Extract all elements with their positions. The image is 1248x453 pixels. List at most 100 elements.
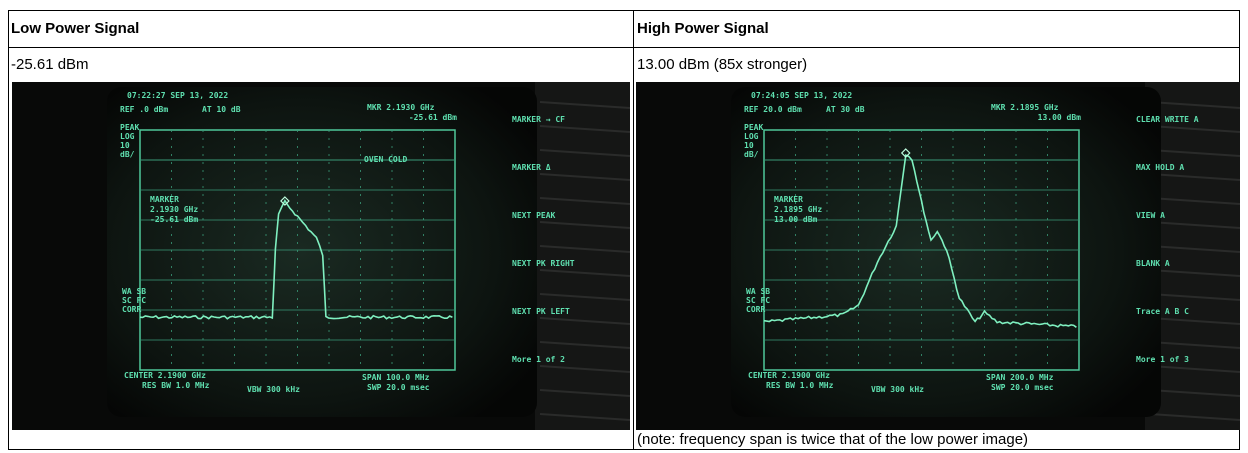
bezel-ridge — [539, 197, 630, 205]
bezel-ridge — [539, 149, 630, 157]
marker-symbol — [280, 196, 290, 206]
screen-text: PEAK — [120, 123, 139, 132]
table-border — [8, 449, 1240, 450]
screen-text: MARKER — [774, 195, 803, 204]
screen-text: 10 — [120, 141, 130, 150]
screen-text: WA SB — [746, 287, 770, 296]
table-border — [8, 10, 9, 450]
bezel-ridge — [1149, 389, 1240, 397]
screen-text: CORR — [746, 305, 765, 314]
bezel-ridge — [1149, 101, 1240, 109]
bezel-ridge — [1149, 173, 1240, 181]
screen-text: MARKER Δ — [512, 163, 551, 172]
bezel-ridge — [1149, 125, 1240, 133]
screen-text: SWP 20.0 msec — [367, 383, 430, 392]
bezel-ridge — [1149, 269, 1240, 277]
screen-text: 07:22:27 SEP 13, 2022 — [127, 91, 228, 100]
bezel-ridge — [1149, 245, 1240, 253]
column-heading: Low Power Signal — [11, 20, 140, 37]
bezel-ridge — [539, 293, 630, 301]
screen-text: WA SB — [122, 287, 146, 296]
bezel-ridge — [539, 101, 630, 109]
bezel-ridge — [539, 221, 630, 229]
screen-text: Trace A B C — [1136, 307, 1189, 316]
screen-text: CENTER 2.1900 GHz — [124, 371, 206, 380]
screen-text: -25.61 dBm — [409, 113, 457, 122]
screen-text: 07:24:05 SEP 13, 2022 — [751, 91, 852, 100]
screen-text: 2.1895 GHz — [774, 205, 822, 214]
bezel-ridge — [539, 341, 630, 349]
bezel-ridge — [1149, 293, 1240, 301]
screen-text: VBW 300 kHz — [871, 385, 924, 394]
bezel-ridge — [1149, 197, 1240, 205]
trace — [139, 198, 453, 320]
note: (note: frequency span is twice that of t… — [637, 431, 1029, 448]
screen-text: PEAK — [744, 123, 763, 132]
bezel-ridge — [1149, 149, 1240, 157]
screen-text: VIEW A — [1136, 211, 1165, 220]
screen-text: SWP 20.0 msec — [991, 383, 1054, 392]
screen-text: 13.00 dBm — [774, 215, 818, 224]
screen-text: dB/ — [744, 150, 759, 159]
bezel-ridge — [539, 365, 630, 373]
bezel-ridge — [539, 269, 630, 277]
screen-text: OVEN COLD — [364, 155, 408, 164]
bezel-ridge — [539, 125, 630, 133]
screen-text: NEXT PK RIGHT — [512, 259, 575, 268]
bezel-ridge — [539, 173, 630, 181]
analyzer-photo: 07:24:05 SEP 13, 2022 REF 20.0 dBm AT 30 d… — [636, 82, 1240, 430]
bezel-ridge — [1149, 413, 1240, 421]
reading: -25.61 dBm — [11, 56, 89, 73]
screen-text: CLEAR WRITE A — [1136, 115, 1199, 124]
bezel-ridge — [1149, 341, 1240, 349]
screen-text: RES BW 1.0 MHz — [142, 381, 210, 390]
reading: 13.00 dBm (85x stronger) — [637, 56, 808, 73]
screen-text: CORR — [122, 305, 141, 314]
screen-bezel — [535, 82, 630, 430]
marker-symbol — [900, 148, 911, 158]
screen-text: -25.61 dBm — [150, 215, 198, 224]
screen-text: REF 20.0 dBm — [744, 105, 802, 114]
column-heading: High Power Signal — [637, 20, 769, 37]
screen-text: SC FC — [746, 296, 770, 305]
screen-text: dB/ — [120, 150, 135, 159]
screen-text: MAX HOLD A — [1136, 163, 1184, 172]
bezel-ridge — [539, 245, 630, 253]
trace — [763, 154, 1077, 328]
screen-text: MARKER — [150, 195, 179, 204]
screen-text: MKR 2.1895 GHz — [991, 103, 1059, 112]
bezel-ridge — [1149, 365, 1240, 373]
screen-text: AT 30 dB — [826, 105, 865, 114]
screen-text: BLANK A — [1136, 259, 1170, 268]
screen-text: SPAN 200.0 MHz — [986, 373, 1054, 382]
screen-text: NEXT PK LEFT — [512, 307, 570, 316]
bezel-ridge — [1149, 221, 1240, 229]
screen — [731, 87, 1161, 417]
screen-text: RES BW 1.0 MHz — [766, 381, 834, 390]
screen-text: LOG — [120, 132, 135, 141]
screen-text: SC FC — [122, 296, 146, 305]
screen-text: NEXT PEAK — [512, 211, 556, 220]
bezel-ridge — [1149, 317, 1240, 325]
table-border — [8, 10, 1240, 11]
screen-text: REF .0 dBm — [120, 105, 168, 114]
table-border — [633, 10, 634, 450]
screen-text: AT 10 dB — [202, 105, 241, 114]
screen-text: CENTER 2.1900 GHz — [748, 371, 830, 380]
bezel-ridge — [539, 389, 630, 397]
screen-text: More 1 of 2 — [512, 355, 565, 364]
screen-text: LOG — [744, 132, 759, 141]
screen-text: MKR 2.1930 GHz — [367, 103, 435, 112]
screen-text: 2.1930 GHz — [150, 205, 198, 214]
bezel-ridge — [539, 317, 630, 325]
bezel-ridge — [539, 413, 630, 421]
screen-text: 10 — [744, 141, 754, 150]
screen-text: SPAN 100.0 MHz — [362, 373, 430, 382]
screen-text: MARKER → CF — [512, 115, 565, 124]
analyzer-photo: 07:22:27 SEP 13, 2022 REF .0 dBm AT 10 dB M… — [12, 82, 630, 430]
screen-text: VBW 300 kHz — [247, 385, 300, 394]
screen-text: 13.00 dBm — [1038, 113, 1082, 122]
screen-text: More 1 of 3 — [1136, 355, 1189, 364]
table-border — [8, 47, 1240, 48]
